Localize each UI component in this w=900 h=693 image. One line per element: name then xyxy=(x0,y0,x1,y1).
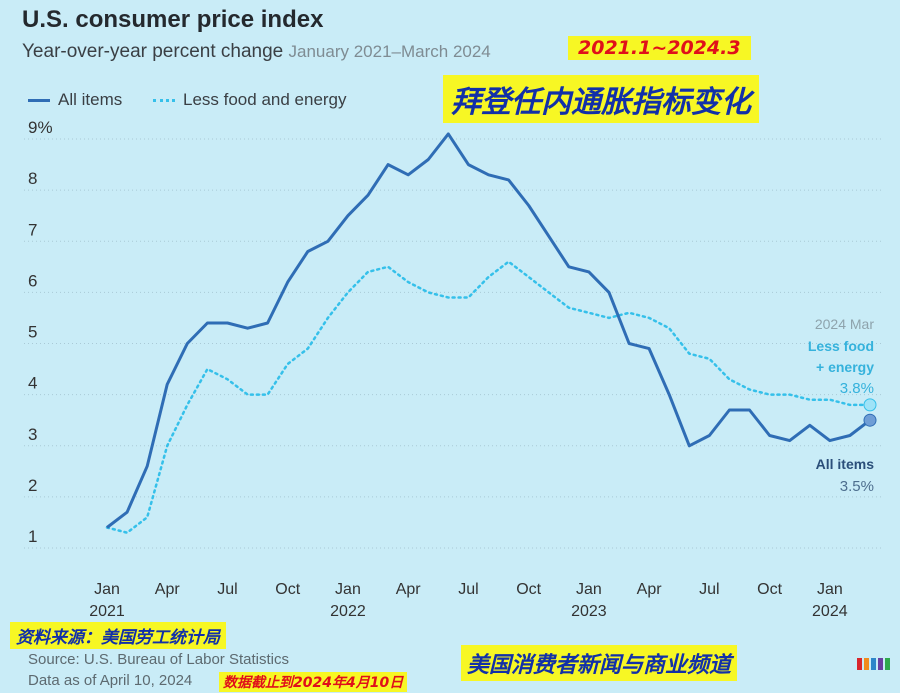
legend-item-core: Less food and energy xyxy=(153,90,347,110)
end-label-core-line1: Less food xyxy=(807,338,874,354)
legend-label-all-items: All items xyxy=(58,90,123,109)
y-tick-label: 7 xyxy=(28,220,37,239)
x-tick-month: Apr xyxy=(637,581,663,598)
legend-swatch-solid xyxy=(28,98,50,102)
end-label-all-items: All items xyxy=(815,456,874,472)
brand-logo-icon xyxy=(855,656,891,682)
chart-subtitle: Year-over-year percent change January 20… xyxy=(22,41,491,63)
x-tick-month: Apr xyxy=(396,581,422,598)
legend-swatch-dotted xyxy=(153,98,175,102)
source-text: Source: U.S. Bureau of Labor Statistics xyxy=(28,651,289,668)
annotation-headline: 拜登任内通胀指标变化 xyxy=(443,75,759,123)
end-point-all-items xyxy=(863,413,877,427)
y-tick-label: 9% xyxy=(28,118,53,137)
x-tick-month: Oct xyxy=(757,581,782,598)
x-tick-month: Jan xyxy=(335,581,361,598)
x-tick-year: 2021 xyxy=(89,603,125,620)
x-tick-month: Jul xyxy=(699,581,719,598)
y-tick-label: 8 xyxy=(28,169,37,188)
grid-lines xyxy=(24,138,882,549)
x-tick-month: Jul xyxy=(217,581,237,598)
subtitle-text: Year-over-year percent change xyxy=(22,41,284,62)
end-label-core-line2: + energy xyxy=(816,359,874,375)
x-tick-month: Oct xyxy=(275,581,300,598)
y-tick-label: 5 xyxy=(28,323,37,342)
x-tick-year: 2023 xyxy=(571,603,607,620)
y-tick-label: 3 xyxy=(28,425,37,444)
annotation-source-cn: 资料来源：美国劳工统计局 xyxy=(10,622,226,649)
y-tick-label: 6 xyxy=(28,271,37,290)
annotation-dates: 2021.1~2024.3 xyxy=(568,36,751,60)
end-label-core-value: 3.8% xyxy=(839,380,874,397)
x-tick-month: Oct xyxy=(516,581,541,598)
subtitle-range: January 2021–March 2024 xyxy=(288,42,491,61)
end-label-all-value: 3.5% xyxy=(839,478,874,495)
x-tick-year: 2024 xyxy=(812,603,848,620)
x-tick-year: 2022 xyxy=(330,603,366,620)
x-tick-month: Apr xyxy=(155,581,181,598)
end-point-core xyxy=(863,398,877,412)
series-line-all-items xyxy=(106,132,871,529)
annotation-brand-cn: 美国消费者新闻与商业频道 xyxy=(461,645,738,681)
annotation-cutoff-cn: 数据截止到2024年4月10日 xyxy=(219,672,408,692)
series-lines xyxy=(105,132,877,535)
end-label-date: 2024 Mar xyxy=(814,316,874,332)
data-as-of-text: Data as of April 10, 2024 xyxy=(28,672,193,689)
legend-item-all-items: All items xyxy=(28,90,122,110)
series-line-core xyxy=(105,260,872,535)
x-tick-month: Jul xyxy=(458,581,478,598)
y-axis-ticks: 1 2 3 4 5 6 7 8 9% xyxy=(28,118,53,546)
y-tick-label: 1 xyxy=(28,527,37,546)
x-axis-ticks: Jan 2021 Apr Jul Oct Jan 2022 Apr Jul Oct Jan 2023 A… xyxy=(89,581,848,620)
legend-label-core: Less food and energy xyxy=(183,90,347,109)
x-tick-month: Jan xyxy=(817,581,843,598)
chart-title: U.S. consumer price index xyxy=(22,6,324,33)
x-tick-month: Jan xyxy=(94,581,120,598)
y-tick-label: 4 xyxy=(28,374,37,393)
x-tick-month: Jan xyxy=(576,581,602,598)
y-tick-label: 2 xyxy=(28,476,37,495)
